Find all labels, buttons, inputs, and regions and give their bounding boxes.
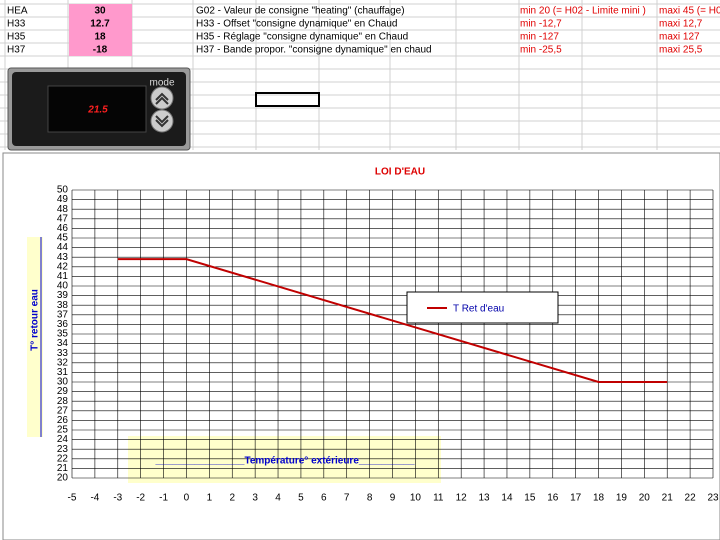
x-tick-label: 4 — [275, 493, 281, 504]
x-tick-label: 12 — [456, 493, 468, 504]
param-code: H35 — [7, 32, 26, 43]
x-tick-label: -2 — [136, 493, 145, 504]
y-tick-label: 44 — [57, 242, 69, 253]
y-tick-label: 50 — [57, 185, 69, 196]
y-tick-label: 35 — [57, 329, 69, 340]
x-tick-label: 18 — [593, 493, 605, 504]
value-cells — [69, 4, 132, 56]
x-tick-label: 15 — [524, 493, 536, 504]
param-value: 30 — [94, 6, 106, 17]
x-tick-label: 20 — [639, 493, 651, 504]
x-tick-label: 5 — [298, 493, 304, 504]
y-tick-label: 45 — [57, 233, 69, 244]
y-tick-label: 46 — [57, 223, 69, 234]
selected-cell[interactable] — [255, 92, 320, 107]
x-tick-label: 19 — [616, 493, 628, 504]
param-min: min -12,7 — [520, 19, 562, 30]
param-value: -18 — [93, 45, 108, 56]
param-code: HEA — [7, 6, 28, 17]
param-desc: G02 - Valeur de consigne "heating" (chau… — [196, 6, 405, 17]
x-tick-label: 2 — [229, 493, 235, 504]
y-tick-label: 38 — [57, 300, 69, 311]
y-tick-label: 36 — [57, 319, 69, 330]
mode-label: mode — [149, 78, 174, 89]
legend-label: T Ret d'eau — [453, 304, 504, 315]
x-tick-label: -4 — [90, 493, 99, 504]
x-tick-label: 13 — [479, 493, 491, 504]
y-tick-label: 49 — [57, 194, 69, 205]
y-tick-label: 30 — [57, 377, 69, 388]
x-tick-label: 9 — [390, 493, 396, 504]
x-axis-title: ________________Température° extérieure_… — [154, 456, 414, 467]
y-tick-label: 22 — [57, 453, 69, 464]
y-tick-label: 43 — [57, 252, 69, 263]
x-tick-label: 17 — [570, 493, 582, 504]
param-min: min -25,5 — [520, 45, 562, 56]
param-min: min 20 (= H02 - Limite mini ) — [520, 6, 646, 17]
x-tick-label: 6 — [321, 493, 327, 504]
param-code: H33 — [7, 19, 26, 30]
y-tick-label: 29 — [57, 386, 69, 397]
y-tick-label: 47 — [57, 213, 69, 224]
y-tick-label: 32 — [57, 357, 69, 368]
y-tick-label: 40 — [57, 281, 69, 292]
y-tick-label: 21 — [57, 463, 69, 474]
y-tick-label: 23 — [57, 444, 69, 455]
y-tick-label: 37 — [57, 309, 69, 320]
x-tick-label: 21 — [662, 493, 674, 504]
y-tick-label: 48 — [57, 204, 69, 215]
data-line — [117, 258, 668, 383]
param-value: 12.7 — [90, 19, 110, 30]
y-tick-label: 31 — [57, 367, 69, 378]
x-tick-label: 11 — [433, 493, 444, 504]
chart-title: LOI D'EAU — [375, 167, 425, 178]
param-code: H37 — [7, 45, 26, 56]
x-tick-label: 3 — [252, 493, 258, 504]
plot: 2021222324252627282930313233343536373839… — [57, 185, 719, 504]
y-tick-label: 20 — [57, 473, 69, 484]
y-tick-label: 27 — [57, 405, 69, 416]
x-tick-label: 10 — [410, 493, 422, 504]
param-max: maxi 25,5 — [659, 45, 703, 56]
param-desc: H35 - Réglage "consigne dynamique" en Ch… — [196, 32, 408, 43]
display-value: 21.5 — [87, 105, 108, 116]
y-tick-label: 26 — [57, 415, 69, 426]
x-tick-label: 8 — [367, 493, 373, 504]
x-label-bg — [128, 436, 441, 483]
x-tick-label: -3 — [113, 493, 122, 504]
y-tick-label: 42 — [57, 261, 69, 272]
y-tick-label: 24 — [57, 434, 69, 445]
param-min: min -127 — [520, 32, 559, 43]
y-tick-label: 41 — [57, 271, 69, 282]
y-tick-label: 39 — [57, 290, 69, 301]
param-value: 18 — [94, 32, 106, 43]
x-tick-label: 0 — [184, 493, 190, 504]
x-tick-label: 23 — [707, 493, 719, 504]
x-tick-label: 22 — [685, 493, 697, 504]
x-tick-label: -1 — [159, 493, 168, 504]
param-max: maxi 12,7 — [659, 19, 703, 30]
x-tick-label: -5 — [68, 493, 77, 504]
param-max: maxi 127 — [659, 32, 700, 43]
x-tick-label: 1 — [207, 493, 213, 504]
y-label-bg — [27, 237, 43, 437]
y-axis-title: T° retour eau — [30, 289, 41, 351]
param-desc: H37 - Bande propor. "consigne dynamique"… — [196, 45, 432, 56]
param-max: maxi 45 (= H0 — [659, 6, 720, 17]
x-tick-label: 7 — [344, 493, 350, 504]
y-tick-label: 28 — [57, 396, 69, 407]
x-tick-label: 14 — [501, 493, 513, 504]
y-tick-label: 25 — [57, 425, 69, 436]
param-desc: H33 - Offset "consigne dynamique" en Cha… — [196, 19, 397, 30]
x-tick-label: 16 — [547, 493, 559, 504]
y-tick-label: 33 — [57, 348, 69, 359]
y-tick-label: 34 — [57, 338, 69, 349]
controller: 21.5 mode — [7, 67, 191, 151]
